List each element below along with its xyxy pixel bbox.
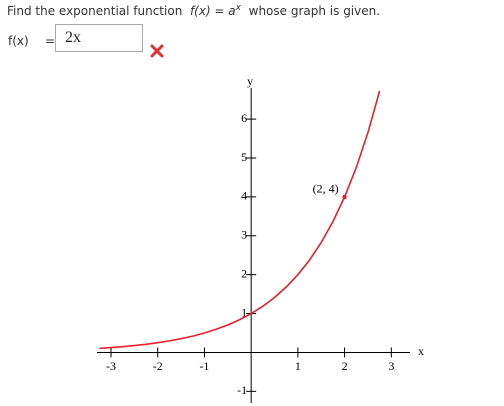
x-tick-label: -2 [153,359,163,373]
y-tick-label: 3 [241,228,247,242]
curve [99,90,381,350]
x-tick-label: -3 [106,359,116,373]
prompt-start: Find the exponential function [7,4,183,18]
function: f(x) = ax [189,3,241,18]
x-tick-label: 2 [342,359,348,373]
y-tick-label: 5 [241,150,247,164]
question: Find the exponential function f(x) = ax … [7,3,380,18]
point-label: (2, 4) [313,182,339,196]
y-tick-label: 1 [241,305,247,319]
x-tick-label: 1 [295,359,301,373]
x-tick-label: 3 [388,359,394,373]
y-tick-label: 4 [241,189,247,203]
point [342,194,347,200]
y-tick-label: -1 [237,383,247,397]
equals: = [45,34,56,48]
y-axis-label: y [247,74,253,88]
exponent: x [235,3,241,13]
x-tick-label: -1 [199,359,209,373]
answer-input[interactable]: 2x [55,24,143,52]
y-tick-label: 6 [241,111,247,125]
y-tick-label: 2 [241,266,247,280]
x-axis-label: x [418,344,424,358]
incorrect-icon [150,44,164,58]
answer-label: f(x) [8,34,29,48]
function-base: f(x) = a [189,4,236,18]
prompt-end: whose graph is given. [248,4,381,18]
